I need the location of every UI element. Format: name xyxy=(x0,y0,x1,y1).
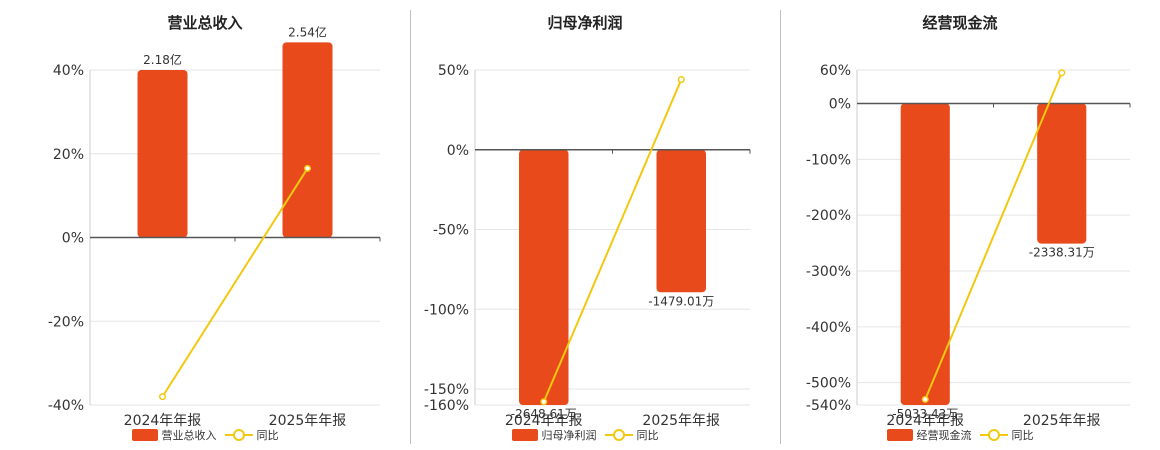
bar xyxy=(519,149,569,405)
bar-data-label: 2.18亿 xyxy=(143,52,182,67)
legend-line-marker xyxy=(224,429,253,441)
bar-data-label: -1479.01万 xyxy=(648,294,714,308)
y-tick-label: 20% xyxy=(53,147,84,163)
legend-line-label: 同比 xyxy=(256,429,279,442)
legend-item-line[interactable]: 同比 xyxy=(604,427,659,443)
bar-data-label: -2648.61万 xyxy=(511,407,577,421)
chart-legend: 归母净利润 同比 xyxy=(390,427,780,443)
yoy-line xyxy=(924,72,1063,400)
x-tick-label: 2025年年报 xyxy=(269,413,347,429)
y-tick-label: -300% xyxy=(806,264,851,280)
legend-line-label: 同比 xyxy=(636,429,659,442)
net-profit-chart-svg: 50% 0% -50% -100% -150%-160% -2648.61万2024年年报… xyxy=(424,63,751,429)
panel-divider xyxy=(780,10,781,444)
chart-legend: 营业总收入 同比 xyxy=(0,427,410,443)
x-tick-label: 2024年年报 xyxy=(886,413,964,429)
y-tick-label: -100% xyxy=(806,152,851,168)
bar-data-label: -5033.43万 xyxy=(892,407,958,421)
chart-legend: 经营现金流 同比 xyxy=(770,427,1150,443)
bar xyxy=(282,42,333,238)
legend-item-line[interactable]: 同比 xyxy=(979,427,1034,443)
y-tick-label: -20% xyxy=(48,314,84,330)
y-tick-label: 60% xyxy=(820,63,851,79)
panel-divider xyxy=(410,10,411,444)
x-tick-label: 2025年年报 xyxy=(1023,413,1101,429)
legend-bar-swatch xyxy=(511,429,538,441)
chart-title: 营业总收入 xyxy=(167,14,243,32)
y-tick-label: -400% xyxy=(806,320,851,336)
y-tick-label: -500% xyxy=(806,376,851,392)
yoy-point xyxy=(303,164,312,172)
y-tick-label: -100% xyxy=(424,302,469,318)
y-tick-label: -540% xyxy=(806,398,851,414)
x-tick-label: 2024年年报 xyxy=(124,413,202,429)
legend-bar-swatch xyxy=(886,429,913,441)
bar xyxy=(900,103,950,405)
y-tick-label: -40% xyxy=(48,398,84,414)
revenue-chart-svg: 40% 20% 0% -20% -40% 2.18亿 2024年年报 2.54亿 2025年年报 xyxy=(48,24,381,429)
y-tick-label: -200% xyxy=(806,208,851,224)
bar-data-label: 2.54亿 xyxy=(288,24,327,39)
legend-line-marker xyxy=(979,429,1008,441)
legend-item-bar[interactable]: 归母净利润 xyxy=(511,427,597,443)
bar xyxy=(1037,103,1087,244)
bar xyxy=(137,70,188,238)
chart-title: 归母净利润 xyxy=(547,14,623,32)
yoy-point xyxy=(921,395,929,403)
yoy-point xyxy=(1058,69,1066,77)
chart-title: 经营现金流 xyxy=(922,14,998,32)
bar-data-label: -2338.31万 xyxy=(1029,246,1095,260)
yoy-line xyxy=(161,167,309,398)
x-tick-label: 2024年年报 xyxy=(505,413,583,429)
legend-bar-label: 营业总收入 xyxy=(161,429,217,442)
cash-flow-chart-svg: 60% 0% -100% -200% -300% -400% -500% -540% -5033… xyxy=(806,63,1131,429)
legend-line-marker xyxy=(604,429,633,441)
y-tick-label: 0% xyxy=(62,231,84,247)
x-tick-label: 2025年年报 xyxy=(642,413,720,429)
legend-bar-label: 归母净利润 xyxy=(541,429,597,442)
yoy-point xyxy=(540,398,548,406)
legend-item-line[interactable]: 同比 xyxy=(224,427,279,443)
y-tick-label: -150% xyxy=(424,382,469,398)
yoy-point xyxy=(158,393,167,401)
chart-panel-cash-flow: 经营现金流 60% 0% -100% -200% -300% -400% -500% -540… xyxy=(770,0,1150,450)
bar xyxy=(656,149,706,293)
y-tick-label: 50% xyxy=(438,63,469,79)
legend-line-label: 同比 xyxy=(1011,429,1034,442)
y-tick-label: 40% xyxy=(53,63,84,79)
y-tick-label: 0% xyxy=(829,97,851,113)
yoy-point xyxy=(677,76,685,84)
chart-panel-net-profit: 归母净利润 50% 0% -50% -100% -150% -160% -2648.61万 2… xyxy=(390,0,780,450)
legend-bar-swatch xyxy=(131,429,158,441)
legend-bar-label: 经营现金流 xyxy=(916,429,972,442)
y-tick-label: -160% xyxy=(424,398,469,414)
legend-item-bar[interactable]: 经营现金流 xyxy=(886,427,972,443)
y-tick-label: 0% xyxy=(447,143,469,159)
chart-panel-revenue: 营业总收入 40% 20% 0% -20% -40% 2.18亿 2024年年报 2.54亿 2… xyxy=(0,0,410,450)
y-tick-label: -50% xyxy=(433,223,469,239)
legend-item-bar[interactable]: 营业总收入 xyxy=(131,427,217,443)
yoy-line xyxy=(542,79,683,403)
